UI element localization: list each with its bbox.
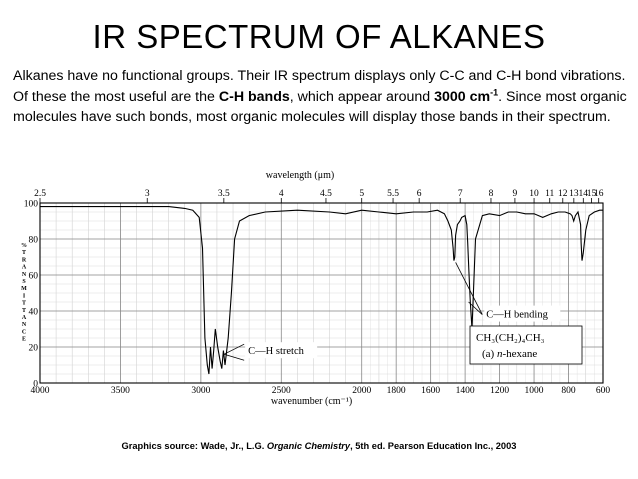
x-tick-label: 1400 <box>456 386 475 396</box>
y-tick-label: 60 <box>29 272 39 282</box>
intro-text-3: . Since most organic molecules have such… <box>13 88 627 126</box>
stretch-label-bg <box>245 342 318 359</box>
spectrum-line <box>40 206 603 375</box>
x-tick-label: 1600 <box>421 386 440 396</box>
y-tick-label: 100 <box>24 200 39 210</box>
top-tick-label: 16 <box>594 189 604 199</box>
bending-pointer <box>468 301 483 315</box>
x-tick-label: 800 <box>561 386 576 396</box>
top-tick-label: 8 <box>489 189 494 199</box>
source-prefix: Graphics source: Wade, Jr., L.G. <box>121 441 267 451</box>
top-axis-label: wavelength (μm) <box>266 170 334 181</box>
top-tick-label: 3.5 <box>218 189 230 199</box>
x-tick-label: 3500 <box>111 386 130 396</box>
intro-superscript: -1 <box>490 86 499 97</box>
stretch-label: C—H stretch <box>248 346 304 357</box>
top-tick-label: 4.5 <box>320 189 332 199</box>
x-tick-label: 1800 <box>387 386 406 396</box>
x-tick-label: 2000 <box>352 386 371 396</box>
bending-label: C—H bending <box>486 310 548 321</box>
x-axis-label: wavenumber (cm⁻¹) <box>271 396 352 407</box>
intro-bold-ch-bands: C-H bands <box>218 88 290 105</box>
x-tick-label: 2500 <box>272 386 291 396</box>
top-tick-label: 13 <box>569 189 579 199</box>
intro-bold-wavenumber: 3000 cm-1 <box>434 86 499 105</box>
source-citation: Graphics source: Wade, Jr., L.G. Organic… <box>0 441 638 451</box>
top-tick-label: 5 <box>359 189 364 199</box>
top-tick-label: 14 <box>579 189 589 199</box>
plot-frame <box>39 202 604 384</box>
y-tick-label: 80 <box>29 236 39 246</box>
top-tick-label: 3 <box>145 189 150 199</box>
top-tick-label: 15 <box>587 189 597 199</box>
ir-spectrum-svg: 4000 3500 3000 2500 2000 1800 1600 1400 1200 1000… <box>21 170 611 407</box>
stretch-pointer <box>223 343 245 355</box>
compound-name: (a) n-hexane <box>482 348 537 360</box>
bending-pointer <box>455 262 483 315</box>
top-tick-label: 9 <box>513 189 518 199</box>
intro-text-1: Alkanes have no functional groups. Their… <box>13 68 626 105</box>
intro-bold-3000: 3000 cm <box>434 88 491 105</box>
source-book-title: Organic Chemistry <box>266 441 351 451</box>
top-tick-label: 6 <box>417 189 422 199</box>
x-tick-label: 600 <box>596 386 611 396</box>
stretch-pointer <box>224 353 245 361</box>
y-tick-label: 40 <box>29 308 39 318</box>
top-tick-label: 12 <box>558 189 568 199</box>
y-tick-label: 0 <box>33 380 38 390</box>
top-tick-label: 11 <box>545 189 554 199</box>
y-axis-label: % T R A N S M I T T A N C E <box>21 243 27 343</box>
top-tick-label: 2.5 <box>34 189 46 199</box>
y-tick-label: 20 <box>29 344 39 354</box>
ir-spectrum-chart: 4000 3500 3000 2500 2000 1800 1600 1400 1200 1000… <box>0 168 638 423</box>
top-tick-label: 7 <box>458 189 463 199</box>
x-tick-label: 1200 <box>490 386 509 396</box>
top-tick-label: 10 <box>529 189 539 199</box>
x-tick-label: 4000 <box>31 386 50 396</box>
bending-label-bg <box>484 305 561 322</box>
compound-box <box>469 325 583 365</box>
intro-paragraph: Alkanes have no functional groups. Their… <box>13 66 631 128</box>
compound-formula: CH₃(CH₂)₄CH₃ <box>476 332 545 344</box>
x-tick-label: 3000 <box>191 386 210 396</box>
slide-title: IR SPECTRUM OF ALKANES <box>92 18 546 55</box>
top-tick-label: 4 <box>279 189 284 199</box>
source-suffix: , 5th ed. Pearson Education Inc., 2003 <box>350 441 517 451</box>
intro-text-2: , which appear around <box>289 88 435 105</box>
x-tick-label: 1000 <box>525 386 544 396</box>
top-tick-label: 5.5 <box>387 189 399 199</box>
